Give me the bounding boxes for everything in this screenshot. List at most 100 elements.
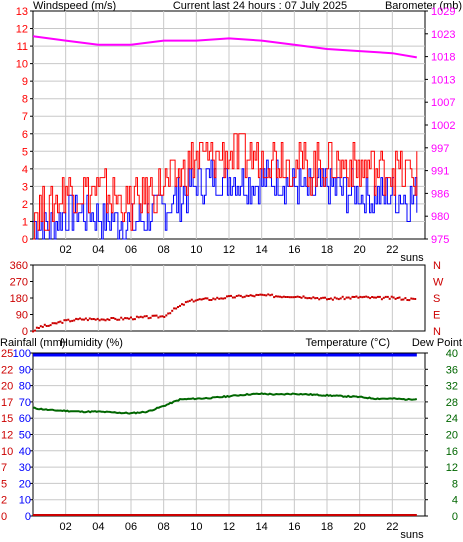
- direction-point: [181, 303, 183, 306]
- barometer-series: [32, 35, 417, 59]
- bottom-x-tick-label: 16: [288, 521, 300, 533]
- temperature-tick-label: 24: [446, 413, 458, 425]
- x-tick-label: 20: [354, 244, 366, 256]
- direction-point: [126, 317, 129, 320]
- direction-point: [81, 318, 83, 321]
- wind-panel: 0123456789101112139759809869919971002100…: [16, 6, 456, 264]
- humidity-tick-label: 100: [13, 348, 31, 360]
- direction-point: [112, 317, 115, 319]
- direction-point: [353, 296, 356, 298]
- direction-point: [314, 297, 317, 300]
- direction-point: [159, 315, 162, 318]
- barometer-tick-label: 1013: [431, 74, 455, 86]
- barometer-tick-label: 980: [431, 211, 449, 223]
- direction-point: [102, 318, 105, 321]
- direction-point: [98, 319, 101, 322]
- direction-point: [222, 297, 225, 300]
- direction-point: [306, 297, 309, 300]
- direction-point: [280, 296, 283, 299]
- direction-point: [208, 299, 211, 301]
- direction-point: [326, 298, 328, 301]
- compass-tick-label: W: [433, 277, 444, 289]
- direction-point: [202, 297, 205, 300]
- direction-point: [357, 296, 360, 299]
- direction-point: [228, 295, 230, 298]
- barometer-tick-label: 1007: [431, 97, 455, 109]
- x-tick-label: 02: [60, 244, 72, 256]
- x-axis-unit-label: suns: [400, 252, 424, 264]
- direction-point: [235, 295, 238, 297]
- direction-point: [206, 297, 209, 300]
- rain-tick-label: 25: [1, 348, 13, 360]
- compass-tick-label: N: [433, 260, 441, 272]
- humidity-tick-label: 20: [19, 478, 31, 490]
- direction-point: [120, 316, 123, 319]
- direction-point: [165, 314, 168, 317]
- barometer-tick-label: 1002: [431, 120, 455, 132]
- wind-left-tick-label: 3: [22, 181, 28, 193]
- direction-point: [269, 294, 272, 297]
- direction-point: [34, 329, 36, 332]
- direction-point: [328, 298, 330, 300]
- direction-point: [132, 318, 134, 321]
- direction-point: [337, 298, 340, 301]
- direction-point: [67, 318, 70, 321]
- direction-point: [118, 318, 121, 321]
- direction-point: [333, 296, 336, 299]
- temperature-tick-label: 32: [446, 381, 458, 393]
- direction-point: [265, 294, 268, 297]
- temperature-tick-label: 40: [446, 348, 458, 360]
- direction-point: [133, 318, 136, 321]
- direction-point: [294, 296, 297, 298]
- direction-point: [92, 318, 95, 320]
- direction-point: [296, 295, 299, 298]
- direction-point: [320, 297, 323, 300]
- wind-left-tick-label: 5: [22, 146, 28, 158]
- rain-tick-label: 2: [1, 495, 7, 507]
- direction-point: [61, 321, 64, 324]
- direction-point: [335, 297, 338, 300]
- direction-point: [329, 297, 332, 300]
- direction-point: [404, 297, 407, 300]
- direction-point: [310, 297, 313, 300]
- rainfall-title: Rainfall (mm): [0, 337, 65, 349]
- direction-point: [275, 295, 277, 298]
- direction-point: [290, 296, 293, 299]
- barometer-title: Barometer (mb): [385, 0, 462, 12]
- direction-point: [188, 299, 191, 302]
- direction-point: [149, 316, 152, 319]
- direction-point: [153, 314, 156, 317]
- direction-point: [341, 295, 344, 298]
- direction-point: [155, 314, 158, 317]
- humidity-tick-label: 10: [19, 495, 31, 507]
- direction-point: [273, 296, 276, 299]
- direction-point: [349, 297, 352, 300]
- direction-point: [39, 325, 42, 328]
- direction-point: [377, 295, 379, 298]
- direction-point: [192, 300, 195, 303]
- direction-point: [408, 299, 411, 302]
- direction-point: [300, 296, 303, 299]
- direction-point: [167, 312, 170, 315]
- direction-point: [169, 312, 172, 315]
- barometer-tick-label: 991: [431, 166, 449, 178]
- direction-point: [63, 319, 66, 322]
- temperature-tick-label: 12: [446, 462, 458, 474]
- direction-point: [392, 296, 395, 299]
- direction-point: [145, 315, 148, 318]
- direction-point: [45, 325, 48, 327]
- direction-point: [304, 296, 307, 299]
- direction-point: [104, 319, 107, 322]
- windspeed-title: Windspeed (m/s): [33, 0, 116, 12]
- bottom-x-tick-label: 06: [125, 521, 137, 533]
- direction-point: [130, 316, 132, 319]
- direction-point: [339, 297, 342, 300]
- humidity-tick-label: 90: [19, 364, 31, 376]
- rain-tick-label: 20: [1, 381, 13, 393]
- direction-point: [263, 294, 266, 297]
- direction-point: [288, 296, 291, 299]
- bottom-x-tick-label: 10: [190, 521, 202, 533]
- direction-point: [380, 298, 383, 301]
- bottom-x-tick-label: 14: [256, 521, 268, 533]
